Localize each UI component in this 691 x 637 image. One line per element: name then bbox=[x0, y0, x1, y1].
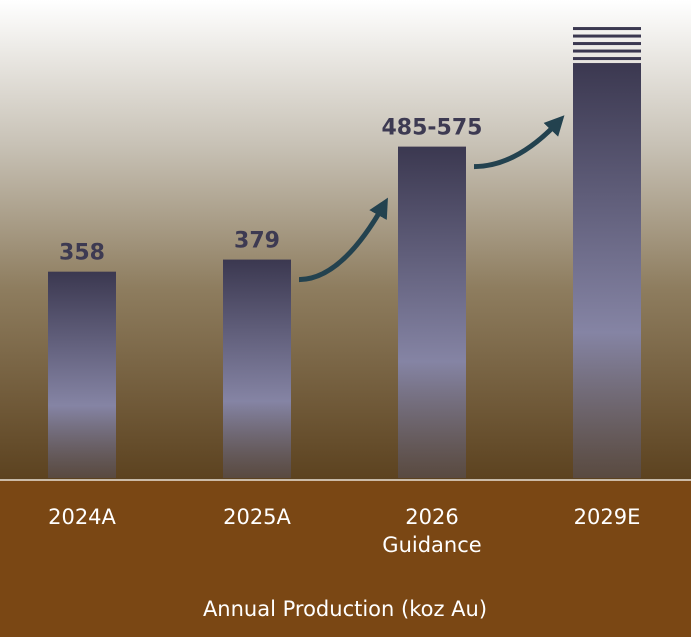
value-label-2026: 485-575 bbox=[382, 116, 483, 141]
tick-sublabel-2026: Guidance bbox=[382, 533, 481, 557]
bar-2026 bbox=[398, 146, 466, 479]
growth-arrow-2025A-to-2026 bbox=[298, 197, 388, 283]
tick-label-2025A: 2025A bbox=[223, 505, 291, 529]
bars-group bbox=[48, 63, 641, 479]
growth-arrows bbox=[298, 115, 565, 283]
hatch-line bbox=[573, 57, 641, 61]
value-label-2025A: 379 bbox=[234, 229, 280, 254]
hatch-line bbox=[573, 27, 641, 31]
hatch-line bbox=[573, 49, 641, 53]
bar-2025A bbox=[223, 259, 291, 478]
value-label-2024A: 358 bbox=[59, 241, 105, 266]
tick-label-2024A: 2024A bbox=[48, 505, 116, 529]
open-ended-indicator bbox=[573, 27, 641, 61]
category-labels: 2024A 2025A 2026 Guidance 2029E bbox=[48, 505, 640, 557]
bar-2029E bbox=[573, 63, 641, 478]
tick-label-2026: 2026 bbox=[405, 505, 458, 529]
axis-band bbox=[0, 480, 691, 637]
tick-label-2029E: 2029E bbox=[574, 505, 641, 529]
value-labels: 358 379 485-575 bbox=[59, 116, 482, 266]
hatch-line bbox=[573, 34, 641, 38]
growth-arrow-2026-to-2029E bbox=[473, 115, 565, 170]
x-axis-title: Annual Production (koz Au) bbox=[203, 597, 487, 621]
bar-2024A bbox=[48, 271, 116, 478]
hatch-line bbox=[573, 42, 641, 46]
